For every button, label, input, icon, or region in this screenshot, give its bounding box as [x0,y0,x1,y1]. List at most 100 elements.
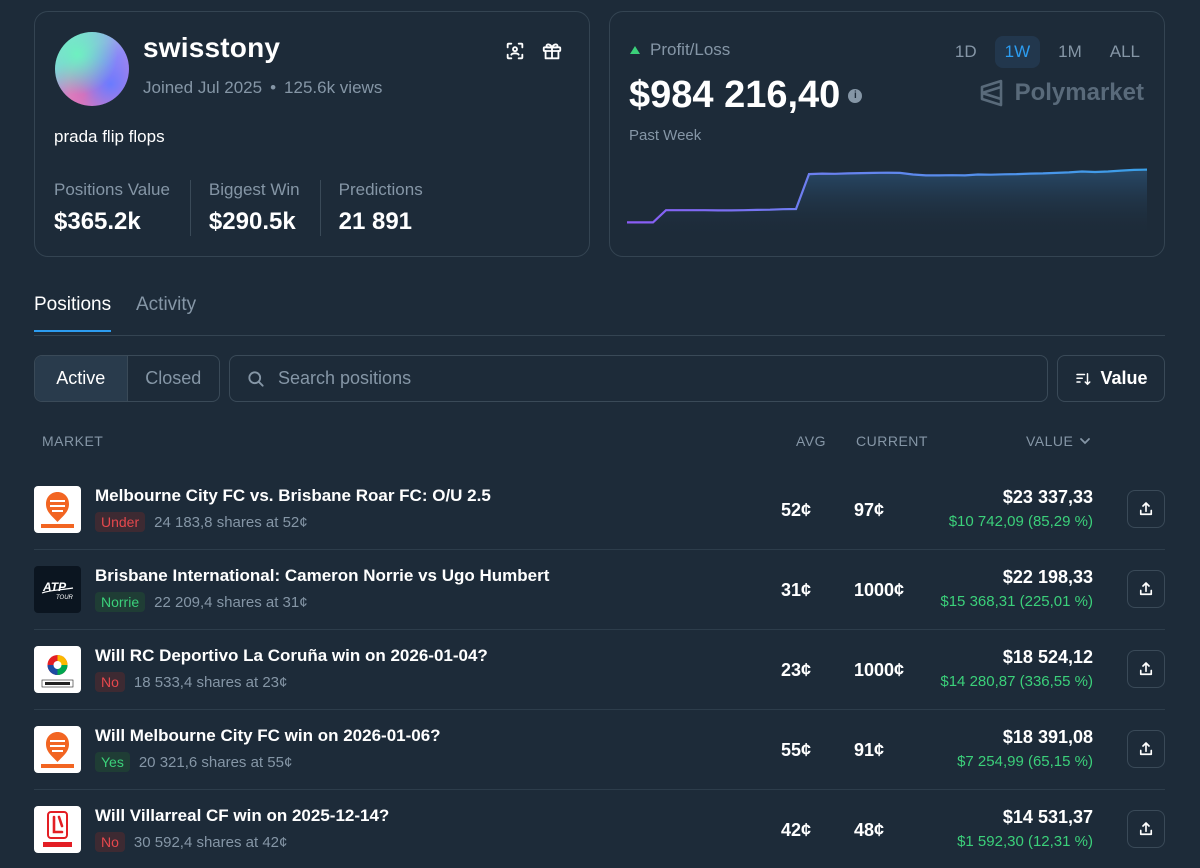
position-detail: Yes 20 321,6 shares at 55¢ [95,752,292,772]
outcome-badge: No [95,672,125,692]
position-detail: Under 24 183,8 shares at 52¢ [95,512,308,532]
info-icon[interactable]: i [848,88,863,103]
position-pnl: $7 254,99 (65,15 %) [957,753,1093,770]
laliga-logo [34,646,81,693]
share-button[interactable] [1127,490,1165,528]
profile-card: swisstony Joined Jul 2025 • 125.6k views p… [34,11,590,257]
share-icon [1139,742,1153,756]
a-league-logo [34,486,81,533]
stat-label: Predictions [338,180,423,199]
column-header-avg: AVG [796,433,827,449]
column-header-value[interactable]: VALUE [1026,433,1091,449]
tab-activity[interactable]: Activity [136,294,197,315]
share-icon [1139,822,1153,836]
position-detail: No 30 592,4 shares at 42¢ [95,832,287,852]
share-button[interactable] [1127,650,1165,688]
brand-logo: Polymarket [979,79,1144,107]
sort-button[interactable]: Value [1057,355,1165,402]
meta-separator: • [270,78,277,97]
username: swisstony [143,32,281,63]
current-price: 91¢ [854,740,885,760]
status-toggle: Active Closed [34,355,220,402]
range-1d-button[interactable]: 1D [954,42,977,61]
table-row[interactable]: Will Melbourne City FC win on 2026-01-06… [34,710,1165,790]
pnl-value-wrap: $984 216,40 i [629,74,863,117]
share-button[interactable] [1127,570,1165,608]
current-price: 1000¢ [854,660,905,680]
position-pnl: $14 280,87 (336,55 %) [940,673,1093,690]
sort-icon [1076,372,1091,385]
outcome-badge: Under [95,512,146,532]
current-price: 97¢ [854,500,885,520]
avg-price: 23¢ [781,660,812,680]
profile-meta: Joined Jul 2025 • 125.6k views [143,78,382,98]
position-value: $14 531,37 [1002,807,1093,827]
range-all-button[interactable]: ALL [1109,42,1140,61]
table-row[interactable]: Will Villarreal CF win on 2025-12-14? No… [34,790,1165,868]
pnl-header: Profit/Loss [630,40,730,60]
active-filter-button[interactable]: Active [35,356,128,401]
share-button[interactable] [1127,730,1165,768]
avatar [55,32,129,106]
position-pnl: $10 742,09 (85,29 %) [948,513,1093,530]
share-icon [1139,582,1153,596]
position-value: $23 337,33 [1002,487,1093,507]
svg-text:ATP: ATP [42,580,67,594]
outcome-badge: Yes [95,752,130,772]
current-price: 1000¢ [854,580,905,600]
pnl-value: $984 216,40 [629,74,841,116]
pnl-series-line [627,170,1147,223]
shares-text: 24 183,8 shares at 52¢ [154,513,308,531]
stat-label: Biggest Win [208,180,300,199]
stat-value: $365.2k [54,208,141,235]
column-header-market: MARKET [42,433,104,449]
stat-predictions: Predictions 21 891 [319,180,443,236]
position-value: $22 198,33 [1002,567,1093,587]
avg-price: 31¢ [781,580,812,600]
stat-positions-value: Positions Value $365.2k [54,180,190,236]
gift-icon[interactable] [541,40,563,62]
market-title[interactable]: Will Villarreal CF win on 2025-12-14? [95,806,390,825]
position-pnl: $15 368,31 (225,01 %) [940,593,1093,610]
range-1w-button[interactable]: 1W [994,36,1041,68]
table-row[interactable]: Melbourne City FC vs. Brisbane Roar FC: … [34,470,1165,550]
pnl-card: Profit/Loss 1D 1W 1M ALL $984 216,40 i P… [609,11,1165,257]
avg-price: 55¢ [781,740,812,760]
outcome-badge: No [95,832,125,852]
market-title[interactable]: Brisbane International: Cameron Norrie v… [95,566,550,585]
position-value: $18 391,08 [1002,727,1093,747]
position-pnl: $1 592,30 (12,31 %) [957,833,1093,850]
share-icon [1139,502,1153,516]
search-box [229,355,1048,402]
scan-icon[interactable] [504,40,526,62]
tab-positions[interactable]: Positions [34,294,112,332]
stat-value: 21 891 [338,208,413,235]
range-1m-button[interactable]: 1M [1058,42,1082,61]
shares-text: 22 209,4 shares at 31¢ [154,593,308,611]
atp-tour-logo: ATP TOUR [34,566,81,613]
table-row[interactable]: Will RC Deportivo La Coruña win on 2026-… [34,630,1165,710]
period-label: Past Week [629,127,702,144]
range-selector: 1D 1W 1M ALL [945,36,1150,68]
table-row[interactable]: ATP TOUR Brisbane International: Cameron … [34,550,1165,630]
share-button[interactable] [1127,810,1165,848]
column-header-value-label: VALUE [1026,433,1074,449]
avg-price: 42¢ [781,820,812,840]
avg-price: 52¢ [781,500,812,520]
position-value: $18 524,12 [1002,647,1093,667]
stat-value: $290.5k [208,208,296,235]
chevron-down-icon [1080,438,1091,445]
laliga-red-logo [34,806,81,853]
position-detail: Norrie 22 209,4 shares at 31¢ [95,592,308,612]
position-detail: No 18 533,4 shares at 23¢ [95,672,287,692]
profile-stats: Positions Value $365.2k Biggest Win $290… [54,180,443,236]
pnl-area [627,169,1147,237]
search-input[interactable] [278,368,1018,389]
market-title[interactable]: Will Melbourne City FC win on 2026-01-06… [95,726,441,745]
closed-filter-button[interactable]: Closed [145,368,202,388]
stat-biggest-win: Biggest Win $290.5k [189,180,320,236]
market-title[interactable]: Melbourne City FC vs. Brisbane Roar FC: … [95,486,491,505]
market-title[interactable]: Will RC Deportivo La Coruña win on 2026-… [95,646,488,665]
stat-label: Positions Value [54,180,170,199]
current-price: 48¢ [854,820,885,840]
